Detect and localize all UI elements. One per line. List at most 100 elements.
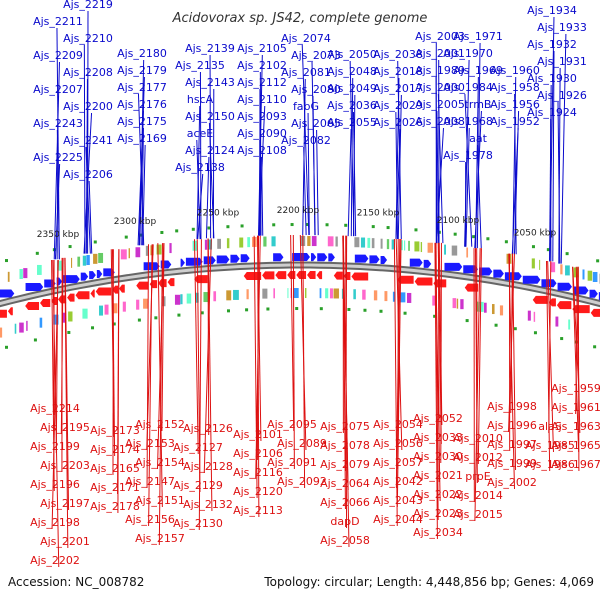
reverse-gene-line (161, 243, 165, 432)
forward-gene-label: Ajs_2207 (33, 83, 83, 96)
inner-feature-block (499, 305, 504, 316)
reverse-gene-label: Ajs_2147 (125, 475, 175, 488)
forward-gene-label: Ajs_2110 (237, 93, 287, 106)
inner-tick-mark (137, 318, 141, 322)
forward-gene-line (83, 44, 86, 254)
forward-gene-label: Ajs_1924 (527, 106, 577, 119)
reverse-gene-label: Ajs_2064 (320, 477, 370, 490)
reverse-gene-label: Ajs_1965 (551, 439, 600, 452)
forward-gene-arrow (0, 289, 15, 298)
outer-feature-block (77, 256, 81, 267)
forward-gene-line (141, 127, 144, 246)
reverse-gene-line (198, 239, 202, 531)
inner-feature-block (246, 289, 249, 300)
reverse-gene-line (572, 266, 580, 396)
forward-gene-arrow (380, 255, 388, 264)
reverse-gene-label: Ajs_2095 (267, 418, 317, 431)
outer-feature-block (354, 237, 360, 248)
outer-feature-block (247, 237, 251, 248)
forward-gene-line (137, 110, 144, 246)
outer-tick-mark (386, 226, 390, 230)
forward-gene-arrow (25, 282, 44, 291)
outer-feature-block (582, 269, 585, 280)
outer-feature-block (592, 271, 598, 282)
outer-tick-mark (305, 223, 309, 227)
inner-tick-mark (295, 307, 299, 311)
outer-feature-block (560, 264, 563, 275)
scale-label: 2250 kbp (197, 209, 240, 219)
inner-feature-block (432, 295, 437, 306)
inner-tick-mark (319, 307, 323, 311)
reverse-gene-arrow (262, 271, 275, 280)
reverse-gene-line (393, 238, 398, 527)
inner-feature-block (213, 291, 217, 302)
reverse-gene-arrow (95, 287, 112, 296)
reverse-gene-arrow (343, 271, 351, 280)
outer-tick-mark (68, 245, 72, 249)
forward-gene-label: Ajs_2026 (373, 116, 423, 129)
outer-tick-mark (191, 227, 195, 231)
inner-feature-block (122, 301, 126, 312)
inner-feature-block (568, 319, 571, 330)
reverse-gene-label: Ajs_2199 (30, 440, 80, 453)
forward-gene-line (303, 146, 307, 236)
reverse-gene-label: Ajs_2120 (233, 485, 283, 498)
reverse-gene-label: Ajs_2058 (320, 534, 370, 547)
forward-gene-line (352, 111, 357, 237)
outer-feature-block (386, 239, 390, 250)
reverse-gene-label: Ajs_1963 (551, 420, 600, 433)
reverse-gene-line (396, 238, 402, 508)
reverse-gene-label: Ajs_2156 (125, 513, 175, 526)
forward-gene-label: Ajs_1978 (443, 149, 493, 162)
reverse-gene-arrow (112, 285, 118, 294)
outer-feature-block (404, 240, 406, 251)
forward-gene-label: Ajs_2150 (185, 110, 235, 123)
outer-tick-mark (5, 259, 8, 263)
reverse-gene-arrow (532, 295, 548, 304)
outer-feature-block (539, 259, 541, 270)
reverse-gene-label: Ajs_2092 (277, 475, 327, 488)
reverse-gene-line (52, 259, 60, 568)
forward-gene-label: Ajs_1934 (527, 4, 577, 17)
reverse-gene-label: Ajs_2014 (453, 489, 503, 502)
outer-feature-block (86, 255, 90, 266)
reverse-gene-label: Ajs_2044 (373, 513, 423, 526)
forward-gene-line (196, 105, 201, 240)
reverse-gene-label: Ajs_2052 (413, 412, 463, 425)
accession-text: Accession: NC_008782 (8, 575, 144, 589)
forward-gene-label: Ajs_2050 (327, 48, 377, 61)
forward-gene-arrow (354, 254, 369, 263)
forward-gene-line (88, 180, 93, 254)
reverse-gene-arrow (243, 271, 262, 280)
reverse-gene-label: Ajs_2079 (320, 458, 370, 471)
forward-gene-arrow (589, 289, 598, 298)
forward-gene-arrow (240, 254, 250, 263)
forward-gene-arrow (444, 262, 463, 271)
outer-tick-mark (596, 259, 600, 263)
reverse-gene-label: Ajs_2021 (413, 469, 463, 482)
scale-label: 2050 kbp (514, 229, 557, 239)
reverse-gene-label: Ajs_2173 (90, 424, 140, 437)
inner-feature-block (305, 288, 307, 299)
inner-feature-block (53, 314, 59, 325)
reverse-gene-label: Ajs_2075 (320, 420, 370, 433)
forward-gene-label: aceE (187, 127, 214, 140)
inner-tick-mark (593, 345, 597, 349)
forward-gene-arrow (541, 279, 557, 288)
reverse-gene-label: Ajs_2154 (135, 456, 185, 469)
outer-feature-block (82, 255, 87, 266)
reverse-gene-line (508, 253, 516, 490)
forward-gene-label: Ajs_2211 (33, 15, 83, 28)
reverse-gene-label: Ajs_2171 (90, 481, 140, 494)
reverse-gene-label: Ajs_2010 (453, 432, 503, 445)
reverse-gene-arrow (333, 271, 343, 280)
outer-feature-block (23, 268, 28, 279)
inner-feature-block (39, 317, 43, 328)
inner-feature-block (478, 301, 484, 312)
inner-tick-mark (33, 338, 37, 342)
reverse-gene-label: Ajs_1959 (551, 382, 600, 395)
forward-gene-line (85, 146, 91, 254)
outer-tick-mark (531, 245, 535, 249)
reverse-gene-label: Ajs_2195 (40, 421, 90, 434)
forward-gene-arrow (479, 267, 493, 276)
